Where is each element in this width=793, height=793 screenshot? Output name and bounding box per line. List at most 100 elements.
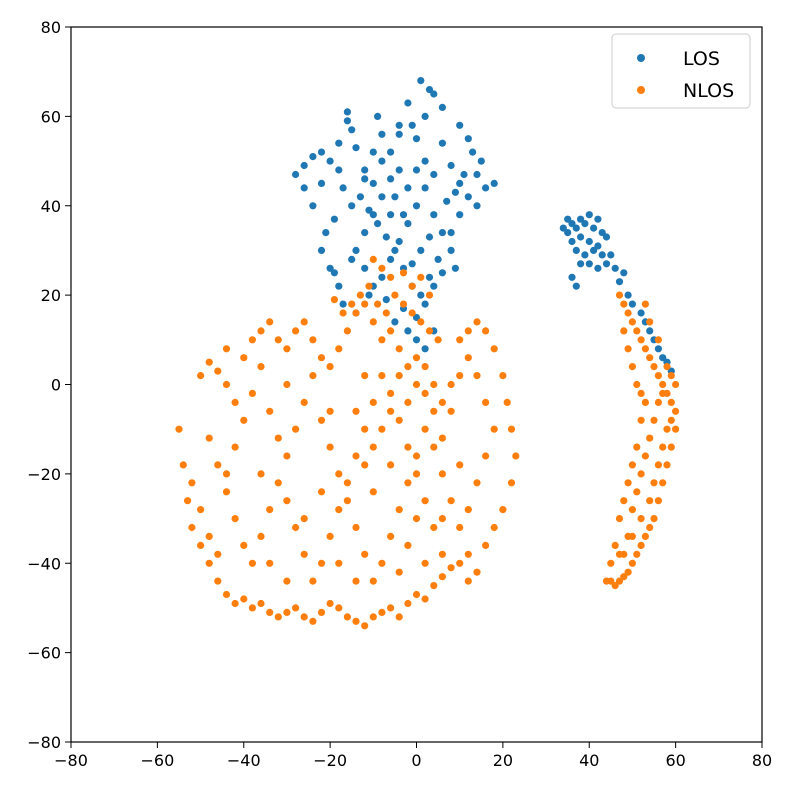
- point-los: [412, 336, 421, 344]
- legend-marker-los: [637, 54, 645, 62]
- point-nlos: [650, 363, 658, 371]
- x-tick-label: 40: [579, 751, 599, 770]
- point-nlos: [231, 443, 239, 451]
- point-nlos: [387, 273, 395, 281]
- point-nlos: [650, 416, 658, 424]
- point-los: [361, 229, 369, 237]
- point-nlos: [637, 336, 645, 344]
- y-tick-label: 60: [41, 107, 61, 126]
- point-los: [326, 264, 334, 272]
- point-nlos: [283, 608, 291, 617]
- point-nlos: [641, 398, 650, 406]
- point-nlos: [300, 515, 308, 523]
- point-nlos: [205, 559, 213, 567]
- point-nlos: [361, 550, 369, 558]
- point-nlos: [361, 372, 369, 380]
- point-nlos: [611, 582, 619, 590]
- point-nlos: [326, 532, 334, 541]
- point-los: [564, 215, 572, 223]
- point-nlos: [214, 550, 222, 558]
- x-tick-label: 60: [665, 751, 685, 770]
- point-nlos: [274, 336, 282, 344]
- point-nlos: [395, 506, 403, 514]
- point-los: [374, 220, 382, 228]
- point-nlos: [641, 532, 650, 541]
- point-nlos: [399, 269, 408, 277]
- point-nlos: [667, 443, 675, 451]
- point-nlos: [421, 425, 429, 433]
- point-nlos: [659, 443, 667, 451]
- point-los: [438, 103, 446, 111]
- point-nlos: [395, 416, 403, 424]
- point-los: [387, 175, 395, 183]
- point-nlos: [222, 488, 231, 496]
- point-los: [577, 215, 585, 223]
- point-nlos: [490, 523, 498, 532]
- point-nlos: [425, 291, 434, 299]
- point-los: [447, 229, 455, 237]
- point-los: [430, 90, 438, 98]
- point-los: [348, 126, 356, 134]
- point-los: [473, 170, 481, 179]
- point-los: [590, 224, 598, 232]
- point-nlos: [473, 479, 481, 487]
- y-tick-label: 20: [41, 286, 61, 305]
- point-los: [408, 260, 416, 268]
- point-nlos: [615, 291, 624, 299]
- point-nlos: [283, 380, 291, 389]
- point-nlos: [672, 380, 680, 389]
- point-los: [365, 206, 373, 214]
- point-nlos: [326, 599, 334, 608]
- point-los: [482, 184, 490, 192]
- point-nlos: [274, 434, 282, 442]
- point-nlos: [266, 407, 274, 415]
- point-nlos: [352, 407, 360, 415]
- point-nlos: [352, 577, 360, 585]
- y-tick-label: −80: [27, 733, 61, 752]
- y-tick-label: 80: [41, 18, 61, 37]
- point-los: [335, 282, 343, 290]
- point-los: [564, 229, 572, 237]
- point-nlos: [352, 617, 360, 625]
- point-nlos: [637, 416, 645, 424]
- point-los: [620, 269, 628, 277]
- point-nlos: [374, 300, 382, 308]
- point-los: [577, 260, 585, 268]
- point-nlos: [425, 327, 434, 335]
- point-los: [421, 300, 429, 308]
- point-nlos: [309, 336, 317, 344]
- point-los: [374, 112, 382, 120]
- point-los: [594, 242, 602, 250]
- point-nlos: [387, 461, 395, 469]
- point-los: [404, 327, 412, 335]
- ticks-layer: −80 −60 −40 −20 0 20 40 60 80 −80 −60 −40 −20 0 20 40 60…: [27, 18, 772, 770]
- point-nlos: [654, 336, 663, 344]
- point-los: [391, 318, 399, 326]
- x-tick-label: −40: [227, 751, 261, 770]
- point-nlos: [641, 452, 650, 460]
- point-nlos: [343, 613, 351, 621]
- point-los: [412, 202, 421, 210]
- point-nlos: [404, 479, 412, 487]
- point-nlos: [490, 425, 498, 433]
- point-los: [395, 121, 403, 129]
- point-nlos: [464, 506, 472, 514]
- point-nlos: [300, 398, 308, 406]
- point-nlos: [257, 327, 265, 335]
- point-nlos: [365, 282, 373, 290]
- point-los: [425, 86, 434, 94]
- point-los: [352, 246, 360, 254]
- point-los: [430, 282, 438, 290]
- point-nlos: [369, 398, 377, 406]
- point-nlos: [222, 470, 231, 478]
- point-los: [568, 237, 576, 246]
- point-nlos: [641, 345, 650, 353]
- point-nlos: [421, 389, 429, 397]
- point-nlos: [369, 613, 377, 621]
- point-los: [404, 99, 412, 107]
- point-nlos: [637, 541, 645, 550]
- point-los: [292, 170, 300, 179]
- point-los: [637, 309, 645, 317]
- legend-box: [611, 33, 751, 109]
- point-nlos: [240, 541, 248, 550]
